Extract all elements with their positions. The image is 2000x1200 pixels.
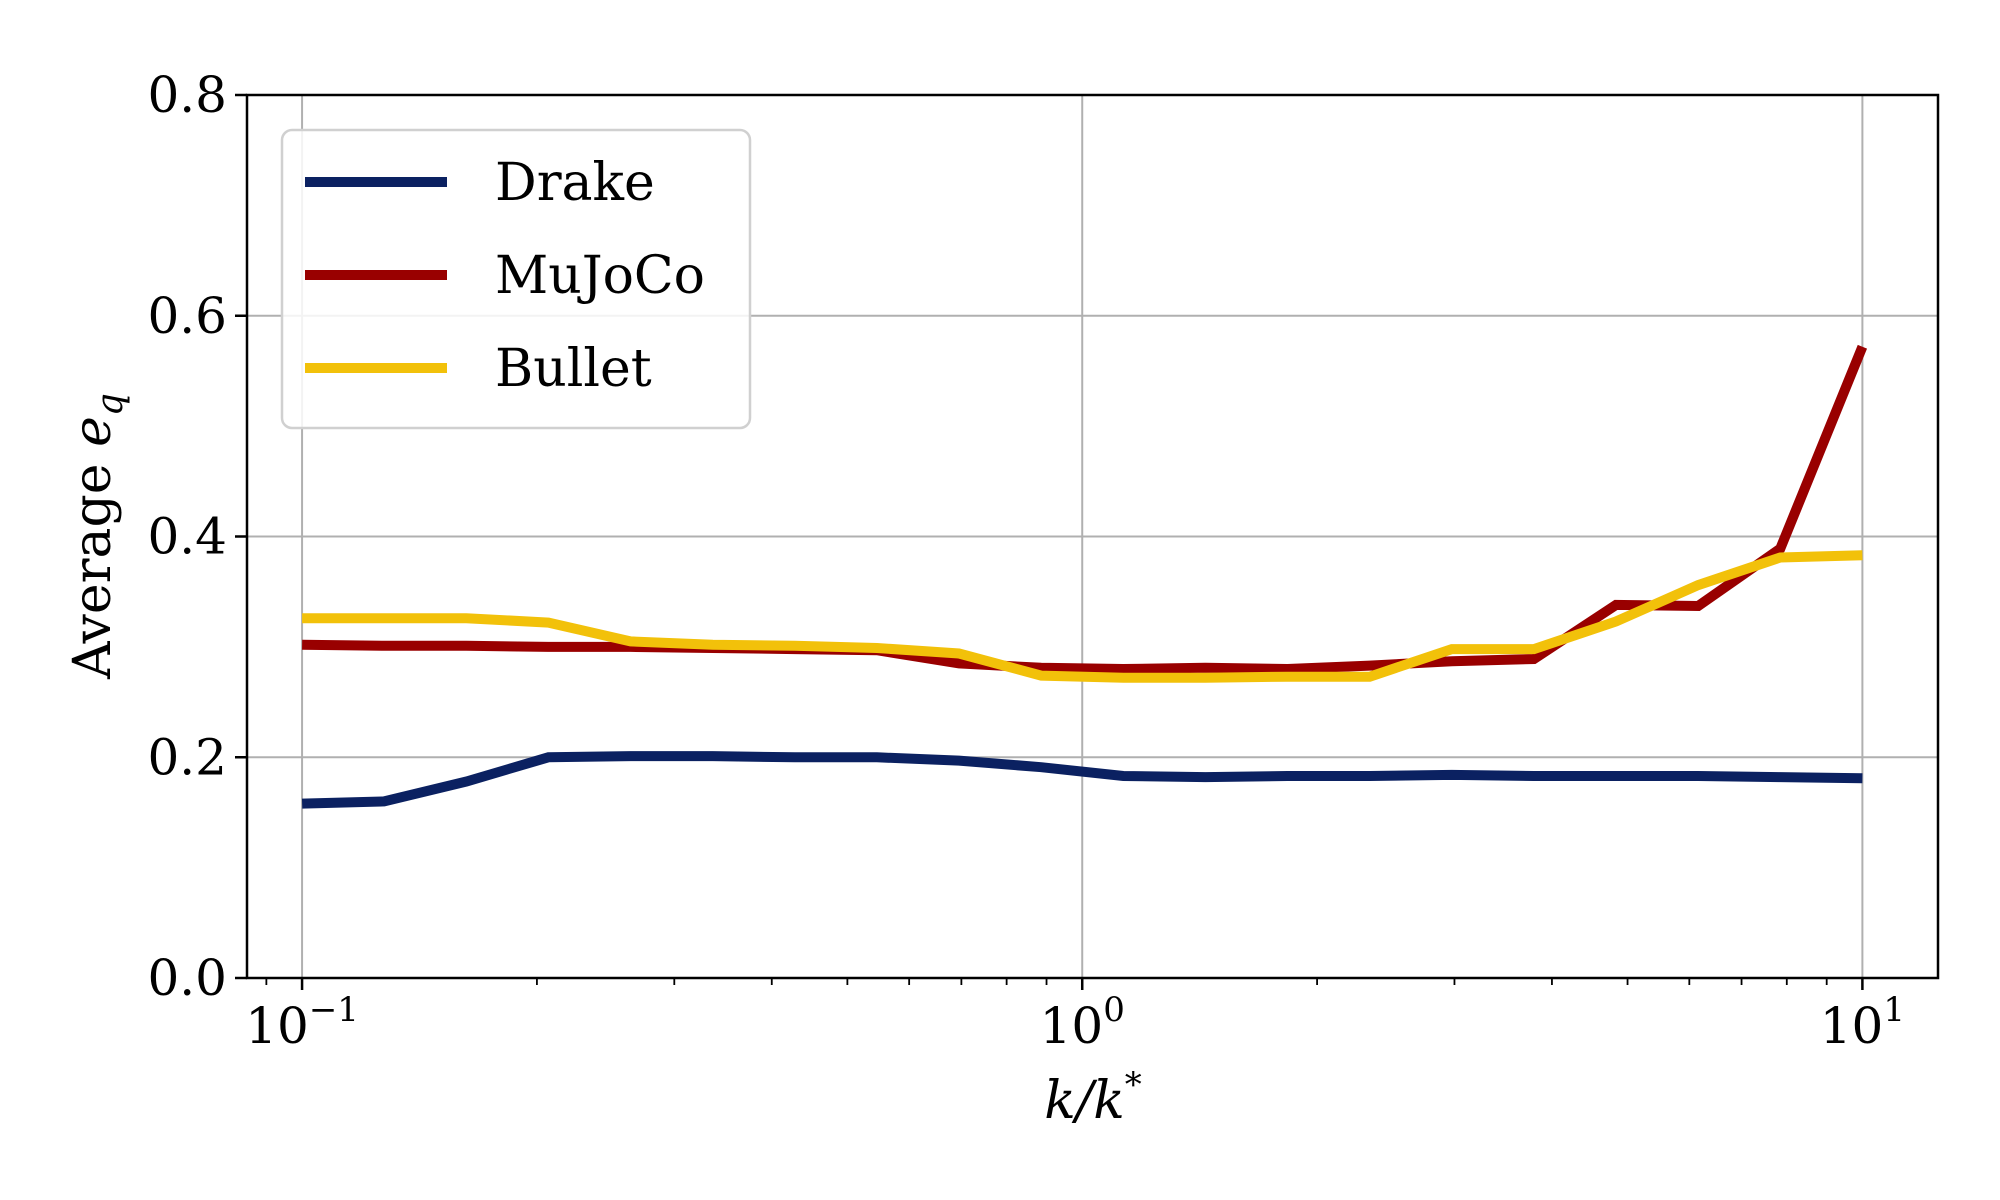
series-line-bullet [302, 550, 1863, 683]
y-tick-label: 0.0 [147, 949, 227, 1007]
axis-ticks [235, 93, 1864, 990]
y-tick-label: 0.2 [147, 728, 227, 786]
series-lines [301, 344, 1868, 809]
legend-box [280, 128, 752, 430]
legend-label-bullet: Bullet [495, 339, 652, 399]
x-tick-label: 100 [1040, 990, 1125, 1055]
series-line-mujoco [302, 344, 1868, 675]
y-axis-title: Average eq [63, 393, 131, 680]
y-tick-label: 0.8 [147, 66, 227, 124]
legend: Drake MuJoCo Bullet [280, 128, 752, 430]
y-tick-label: 0.4 [147, 508, 227, 566]
legend-label-mujoco: MuJoCo [495, 246, 705, 306]
x-axis-title: k/k* [1044, 1065, 1142, 1131]
x-tick-label: 101 [1820, 990, 1905, 1055]
y-tick-label: 0.6 [147, 287, 227, 345]
series-line-drake [301, 751, 1863, 809]
tick-labels: 10−1 100 101 0.0 0.2 0.4 0.6 0.8 [147, 66, 1905, 1055]
legend-label-drake: Drake [495, 153, 655, 213]
x-tick-label: 10−1 [245, 990, 359, 1055]
